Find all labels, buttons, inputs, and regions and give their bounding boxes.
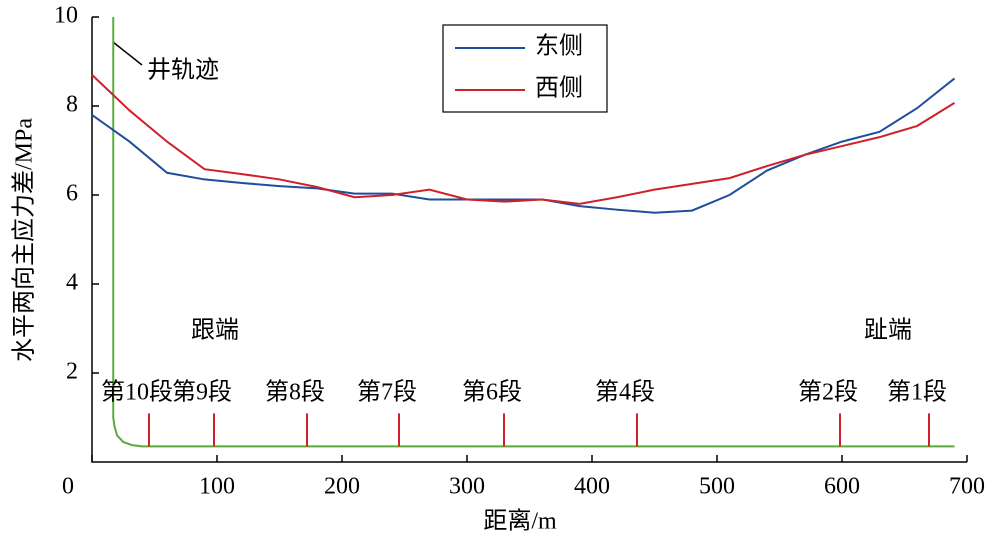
stage-label: 第10段 bbox=[101, 379, 173, 406]
x-tick-label: 0 bbox=[62, 474, 74, 500]
well-path bbox=[112, 17, 955, 448]
stage-label: 第2段 bbox=[798, 379, 858, 406]
y-tick-label: 10 bbox=[54, 3, 78, 29]
x-tick-label: 600 bbox=[824, 474, 860, 500]
x-tick-label: 700 bbox=[949, 474, 985, 500]
stage-label: 第6段 bbox=[462, 379, 522, 406]
stage-label: 第8段 bbox=[265, 379, 325, 406]
stage-label: 第9段 bbox=[172, 379, 232, 406]
legend-box bbox=[442, 24, 608, 113]
y-tick-label: 4 bbox=[66, 270, 78, 296]
x-tick-label: 400 bbox=[574, 474, 610, 500]
x-tick-label: 500 bbox=[699, 474, 735, 500]
y-tick-label: 8 bbox=[66, 92, 78, 118]
stage-label: 第1段 bbox=[887, 379, 947, 406]
series-line bbox=[91, 74, 956, 205]
well-label: 井轨迹 bbox=[147, 57, 219, 84]
legend-label: 西侧 bbox=[535, 75, 583, 102]
annotation: 跟端 bbox=[191, 317, 239, 344]
x-axis-label: 距离/m bbox=[483, 508, 557, 535]
x-tick-label: 300 bbox=[449, 474, 485, 500]
stage-label: 第4段 bbox=[595, 379, 655, 406]
leader-line bbox=[112, 41, 143, 66]
x-tick-label: 200 bbox=[324, 474, 360, 500]
annotation: 趾端 bbox=[864, 317, 912, 344]
y-tick-label: 2 bbox=[66, 359, 78, 385]
stage-label: 第7段 bbox=[357, 379, 417, 406]
x-tick-label: 100 bbox=[199, 474, 235, 500]
y-tick-label: 6 bbox=[66, 181, 78, 207]
y-axis-label: 水平两向主应力差/MPa bbox=[11, 118, 38, 362]
legend-label: 东侧 bbox=[535, 33, 583, 60]
